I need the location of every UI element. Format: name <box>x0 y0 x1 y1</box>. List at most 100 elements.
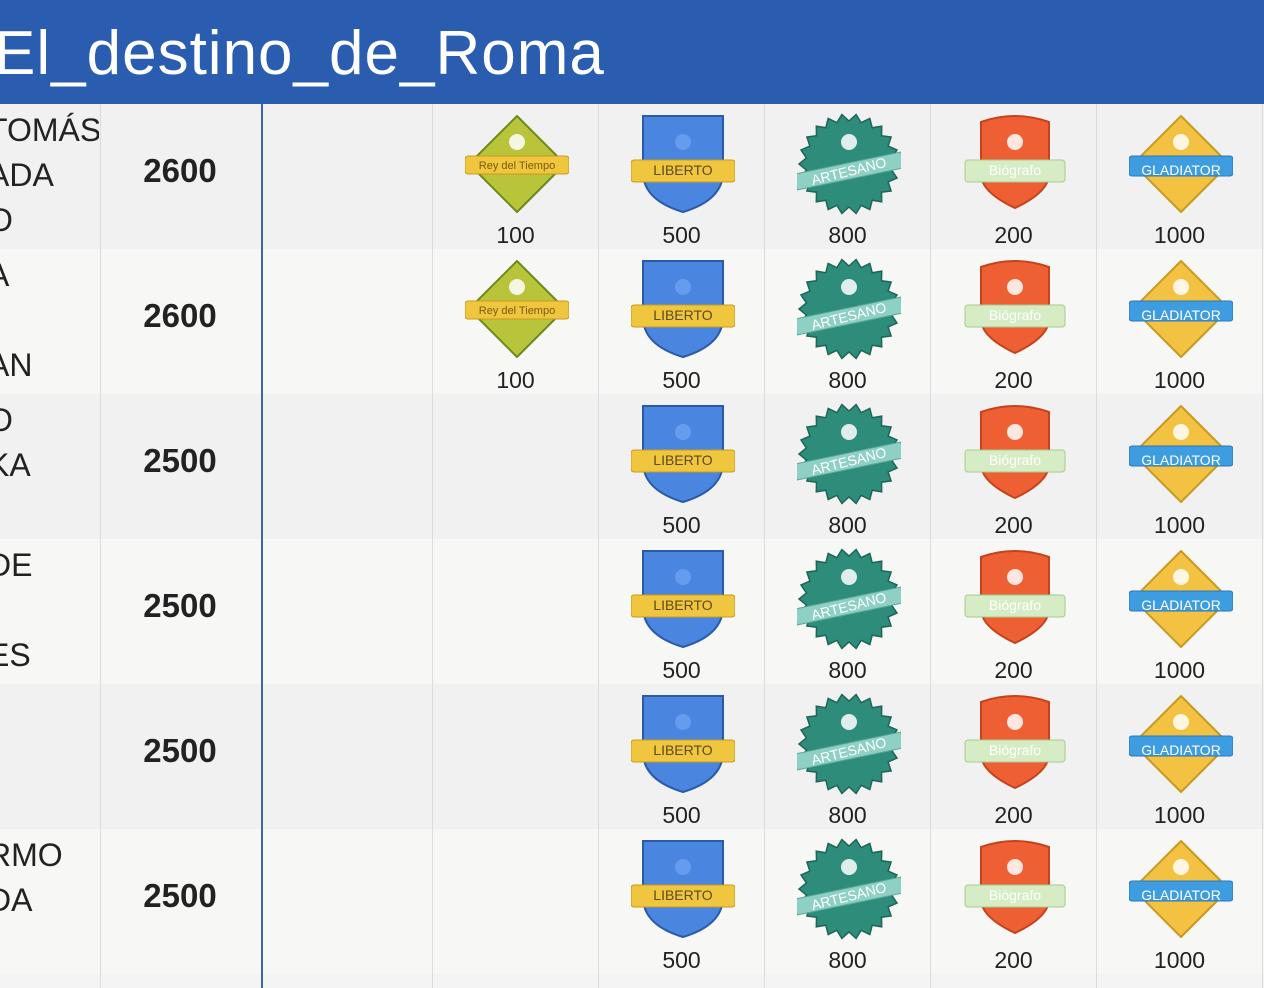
artesano-badge: ARTESANO <box>794 692 904 796</box>
student-name: - <box>0 684 99 829</box>
board-title: El_destino_de_Roma <box>0 19 605 88</box>
mask-icon <box>1007 859 1023 875</box>
liberto-badge-cell[interactable]: LIBERTO 500 <box>599 684 764 829</box>
student-name-line: DA <box>0 882 33 918</box>
student-name-line: A <box>0 257 9 294</box>
gladiator-badge-label: GLADIATOR <box>1141 597 1221 613</box>
biografo-badge-icon: Biógrafo <box>964 695 1066 790</box>
rey-badge: Rey del Tiempo <box>464 112 570 216</box>
artesano-badge: ARTESANO <box>794 112 904 216</box>
artesano-badge-icon: ARTESANO <box>794 113 904 215</box>
student-name-line: ES <box>0 637 31 673</box>
biografo-badge-banner <box>964 304 1066 328</box>
biografo-badge-icon: Biógrafo <box>964 840 1066 935</box>
artesano-points: 800 <box>828 657 867 683</box>
column-divider <box>261 104 263 988</box>
rey-badge-cell[interactable]: Rey del Tiempo 100 <box>433 104 598 249</box>
gladiator-points: 1000 <box>1153 802 1206 828</box>
gladiator-badge: GLADIATOR <box>1128 692 1234 796</box>
table-row[interactable]: - 2500 LIBERTO 500 ARTESANO 800 Biógrafo 200 GLA… <box>0 684 1264 829</box>
table-row[interactable]: A AN 2600 Rey del Tiempo 100 LIBERTO 500 ARTESA… <box>0 249 1264 394</box>
rey-badge-icon: Rey del Tiempo <box>464 260 570 358</box>
biografo-badge: Biógrafo <box>963 257 1067 361</box>
liberto-points: 500 <box>662 802 701 828</box>
liberto-points: 500 <box>662 367 701 393</box>
biografo-badge-label: Biógrafo <box>989 887 1041 903</box>
sheep-icon <box>841 424 857 440</box>
liberto-badge-cell[interactable]: LIBERTO 500 <box>599 394 764 539</box>
artesano-badge-cell[interactable]: ARTESANO 800 <box>765 829 930 974</box>
gladiator-badge: GLADIATOR <box>1128 257 1234 361</box>
student-name-line: RMO <box>0 837 63 873</box>
artesano-badge-cell[interactable]: ARTESANO 800 <box>765 539 930 684</box>
gladiator-badge: GLADIATOR <box>1128 837 1234 941</box>
biografo-badge-icon: Biógrafo <box>964 115 1066 210</box>
column-divider <box>1096 104 1097 988</box>
artesano-badge: ARTESANO <box>794 837 904 941</box>
liberto-badge-label: LIBERTO <box>653 307 713 323</box>
biografo-badge-label: Biógrafo <box>989 307 1041 323</box>
gladiator-badge-cell[interactable]: GLADIATOR 1000 <box>1097 684 1262 829</box>
student-name: O KA <box>0 394 99 539</box>
arm-icon <box>1173 424 1189 440</box>
liberto-badge-cell[interactable]: LIBERTO 500 <box>599 539 764 684</box>
arm-icon <box>1173 569 1189 585</box>
biografo-badge-cell[interactable]: Biógrafo 200 <box>931 104 1096 249</box>
artesano-badge-cell[interactable]: ARTESANO 800 <box>765 104 930 249</box>
table-row[interactable]: TOMÁS ADA O 2600 Rey del Tiempo 100 LIBERTO 500… <box>0 104 1264 249</box>
biografo-badge-cell[interactable]: Biógrafo 200 <box>931 539 1096 684</box>
biografo-points: 200 <box>994 657 1033 683</box>
board-header: El_destino_de_Roma <box>0 0 1264 105</box>
liberto-badge-icon: LIBERTO <box>630 550 736 649</box>
mask-icon <box>1007 569 1023 585</box>
gladiator-badge-cell[interactable]: GLADIATOR 1000 <box>1097 829 1262 974</box>
biografo-badge-label: Biógrafo <box>989 162 1041 178</box>
rey-badge-cell[interactable]: Rey del Tiempo 100 <box>433 249 598 394</box>
lightning-icon <box>675 569 691 585</box>
gladiator-badge-cell[interactable]: GLADIATOR 1000 <box>1097 394 1262 539</box>
biografo-points: 200 <box>994 512 1033 538</box>
column-divider <box>598 104 599 988</box>
gladiator-badge-cell[interactable]: GLADIATOR 1000 <box>1097 539 1262 684</box>
biografo-badge-cell[interactable]: Biógrafo 200 <box>931 829 1096 974</box>
liberto-badge-cell[interactable]: LIBERTO 500 <box>599 249 764 394</box>
column-divider <box>764 104 765 988</box>
artesano-badge: ARTESANO <box>794 547 904 651</box>
table-row[interactable]: RMO DA 2500 LIBERTO 500 ARTESANO 800 Biógrafo 20… <box>0 829 1264 974</box>
rey-points: 100 <box>496 222 535 248</box>
artesano-badge-cell[interactable]: ARTESANO 800 <box>765 684 930 829</box>
liberto-badge: LIBERTO <box>630 837 736 941</box>
biografo-badge-cell[interactable]: Biógrafo 200 <box>931 249 1096 394</box>
gladiator-badge-cell[interactable]: GLADIATOR 1000 <box>1097 104 1262 249</box>
artesano-badge-cell[interactable]: ARTESANO 800 <box>765 394 930 539</box>
table-row[interactable]: O KA 2500 LIBERTO 500 ARTESANO 800 Biógrafo 200 G… <box>0 394 1264 539</box>
artesano-points: 800 <box>828 802 867 828</box>
biografo-badge-banner <box>964 594 1066 618</box>
artesano-points: 800 <box>828 512 867 538</box>
rey-badge-label: Rey del Tiempo <box>479 160 555 172</box>
liberto-badge-cell[interactable]: LIBERTO 500 <box>599 104 764 249</box>
liberto-badge-icon: LIBERTO <box>630 405 736 504</box>
gladiator-badge-icon: GLADIATOR <box>1128 550 1234 648</box>
table-row[interactable]: DE ES 2500 LIBERTO 500 ARTESANO 800 Biógrafo 200… <box>0 539 1264 684</box>
gladiator-badge-cell[interactable]: GLADIATOR 1000 <box>1097 249 1262 394</box>
gladiator-points: 1000 <box>1153 367 1206 393</box>
liberto-badge-label: LIBERTO <box>653 742 713 758</box>
lightning-icon <box>675 424 691 440</box>
biografo-badge-cell[interactable]: Biógrafo 200 <box>931 394 1096 539</box>
camera-icon <box>509 134 525 150</box>
total-points: 2500 <box>143 587 217 624</box>
artesano-points: 800 <box>828 222 867 248</box>
artesano-badge-cell[interactable]: ARTESANO 800 <box>765 249 930 394</box>
liberto-points: 500 <box>662 222 701 248</box>
biografo-badge-icon: Biógrafo <box>964 260 1066 355</box>
gladiator-points: 1000 <box>1153 512 1206 538</box>
liberto-badge-label: LIBERTO <box>653 162 713 178</box>
biografo-badge-cell[interactable]: Biógrafo 200 <box>931 684 1096 829</box>
artesano-points: 800 <box>828 367 867 393</box>
arm-icon <box>1173 714 1189 730</box>
liberto-badge-cell[interactable]: LIBERTO 500 <box>599 829 764 974</box>
rey-points: 100 <box>496 367 535 393</box>
total-points: 2500 <box>143 442 217 479</box>
liberto-badge: LIBERTO <box>630 112 736 216</box>
